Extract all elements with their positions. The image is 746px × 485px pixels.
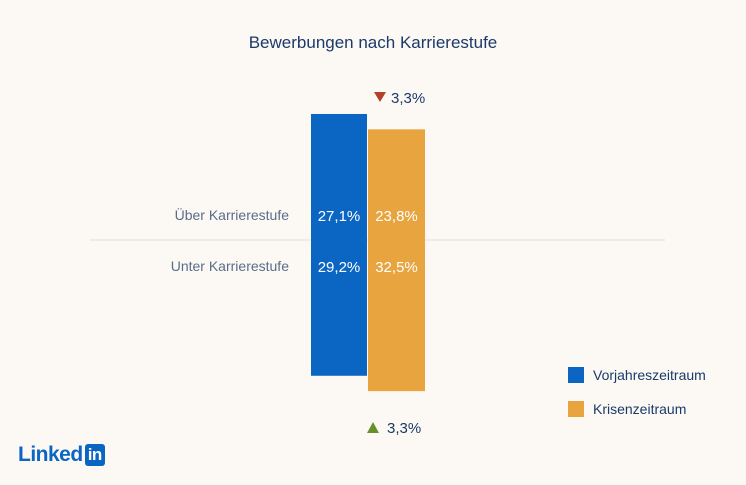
legend-swatch-vorjahreszeitraum (568, 367, 584, 383)
bar-vorjahreszeitraum (311, 113, 367, 376)
chart-title: Bewerbungen nach Karrierestufe (248, 33, 498, 52)
up-triangle-icon (367, 422, 379, 433)
legend-item-vorjahreszeitraum: Vorjahreszeitraum (568, 366, 706, 384)
category-label-unter: Unter Karrierestufe (171, 258, 289, 274)
annotation-top: 3,3% (391, 90, 425, 107)
linkedin-logo: Linked in (18, 443, 105, 467)
legend-label-vorjahreszeitraum: Vorjahreszeitraum (593, 367, 706, 383)
legend-item-krisenzeitraum: Krisenzeitraum (568, 400, 706, 418)
data-label-krisenzeitraum-unter: 32,5% (375, 259, 418, 276)
annotation-bottom: 3,3% (387, 420, 421, 437)
logo-text: Linked (18, 443, 83, 466)
logo-box: in (84, 444, 105, 466)
legend-swatch-krisenzeitraum (568, 401, 584, 417)
legend-label-krisenzeitraum: Krisenzeitraum (593, 401, 687, 417)
data-label-krisenzeitraum-ueber: 23,8% (375, 208, 418, 225)
data-label-vorjahreszeitraum-unter: 29,2% (318, 259, 361, 276)
data-label-vorjahreszeitraum-ueber: 27,1% (318, 208, 361, 225)
legend: Vorjahreszeitraum Krisenzeitraum (568, 366, 706, 434)
down-triangle-icon (374, 92, 386, 102)
bar-krisenzeitraum (368, 129, 425, 392)
category-label-ueber: Über Karrierestufe (175, 206, 290, 223)
